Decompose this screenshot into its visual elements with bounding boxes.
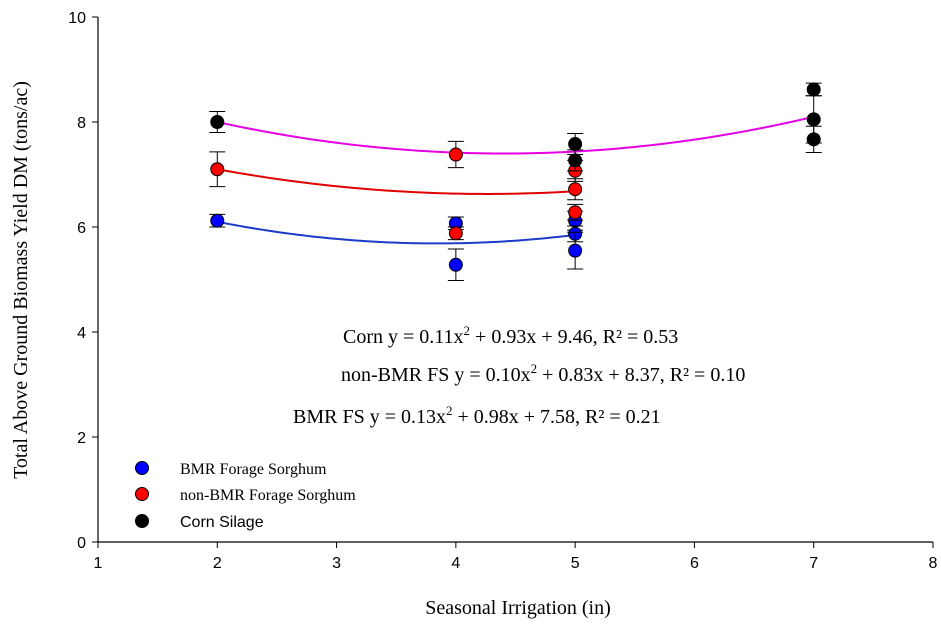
data-point [447,140,464,169]
x-tick-label: 6 [690,555,699,572]
axes: 1 2 3 4 5 6 7 8 0 2 4 6 8 10 [68,10,937,572]
point-marker [806,132,821,147]
y-tick-label: 8 [77,115,86,132]
y-tick-label: 4 [77,325,86,342]
data-point [567,231,584,270]
point-marker [568,137,583,152]
equation-non-bmr: non-BMR FS y = 0.10x2 + 0.83x + 8.37, R²… [341,361,745,386]
x-tick-label: 1 [94,555,103,572]
y-tick-label: 6 [77,220,86,237]
data-point [805,125,822,153]
data-point [447,226,464,241]
equation-non-bmr-b: + 0.83x + 8.37, R² = 0.10 [537,364,745,386]
equation-corn-b: + 0.93x + 9.46, R² = 0.53 [470,326,678,348]
legend-item-bmr: BMR Forage Sorghum [135,461,327,478]
equation-bmr: BMR FS y = 0.13x2 + 0.98x + 7.58, R² = 0… [293,403,661,428]
x-axis-title: Seasonal Irrigation (in) [425,597,611,619]
point-marker [448,257,463,272]
legend-item-corn: Corn Silage [135,514,264,531]
y-tick-label: 2 [77,430,86,447]
equation-bmr-sup: 2 [446,403,453,418]
legend-label-bmr: BMR Forage Sorghum [180,461,327,478]
equation-non-bmr-sup: 2 [531,361,538,376]
data-point [805,82,822,97]
point-marker [568,205,583,220]
equation-non-bmr-a: non-BMR FS y = 0.10x [341,364,531,386]
equation-corn-a: Corn y = 0.11x [343,326,464,348]
y-tick-label: 0 [77,535,86,552]
legend-item-non-bmr: non-BMR Forage Sorghum [135,487,356,504]
x-tick-label: 2 [213,555,222,572]
trend-line-0 [217,220,576,245]
point-marker [448,147,463,162]
legend-label-non-bmr: non-BMR Forage Sorghum [180,487,356,504]
x-tick-label: 8 [929,555,938,572]
point-marker [448,226,463,241]
x-tick-label: 7 [809,555,818,572]
trend-lines [217,115,814,245]
point-marker [210,213,225,228]
plot-frame [97,17,933,543]
point-marker [568,153,583,168]
y-axis-title: Total Above Ground Biomass Yield DM (ton… [10,81,32,479]
x-tick-label: 5 [571,555,580,572]
point-marker [568,243,583,258]
legend: BMR Forage Sorghum non-BMR Forage Sorghu… [135,461,356,531]
point-marker [568,182,583,197]
equation-bmr-a: BMR FS y = 0.13x [293,406,446,428]
data-point [209,151,226,188]
trend-line-1 [217,168,576,195]
y-tick-label: 10 [68,10,86,27]
point-marker [210,162,225,177]
legend-marker-non-bmr [135,487,149,501]
trend-line-2 [217,115,814,155]
data-point [209,111,226,133]
x-tick-label: 3 [332,555,341,572]
equation-corn: Corn y = 0.11x2 + 0.93x + 9.46, R² = 0.5… [343,323,678,348]
data-point [209,213,226,228]
point-marker [806,82,821,97]
data-point [567,149,584,172]
data-point [447,248,464,282]
data-point [567,178,584,201]
equation-corn-sup: 2 [464,323,471,338]
legend-label-corn: Corn Silage [180,514,264,531]
equation-bmr-b: + 0.98x + 7.58, R² = 0.21 [453,406,661,428]
x-tick-label: 4 [451,555,460,572]
data-points [209,82,822,282]
point-marker [806,112,821,127]
point-marker [210,115,225,129]
legend-marker-bmr [135,461,149,475]
legend-marker-corn [135,514,149,528]
data-point [567,203,584,221]
